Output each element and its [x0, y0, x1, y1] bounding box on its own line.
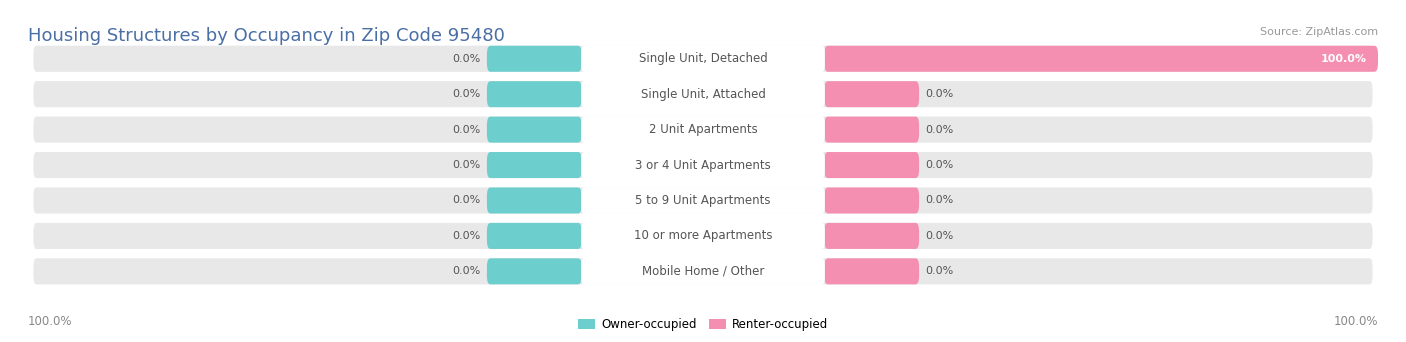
Text: 0.0%: 0.0% [925, 124, 953, 135]
Text: 0.0%: 0.0% [453, 196, 481, 206]
FancyBboxPatch shape [486, 258, 582, 284]
Text: 5 to 9 Unit Apartments: 5 to 9 Unit Apartments [636, 194, 770, 207]
Text: 2 Unit Apartments: 2 Unit Apartments [648, 123, 758, 136]
Text: 0.0%: 0.0% [453, 54, 481, 64]
Text: Mobile Home / Other: Mobile Home / Other [641, 265, 765, 278]
Text: 0.0%: 0.0% [925, 231, 953, 241]
FancyBboxPatch shape [582, 258, 824, 285]
FancyBboxPatch shape [32, 222, 1374, 250]
Text: 10 or more Apartments: 10 or more Apartments [634, 229, 772, 242]
Text: Source: ZipAtlas.com: Source: ZipAtlas.com [1260, 27, 1378, 37]
Text: 0.0%: 0.0% [925, 196, 953, 206]
FancyBboxPatch shape [582, 223, 824, 249]
Text: Single Unit, Detached: Single Unit, Detached [638, 52, 768, 65]
Text: Single Unit, Attached: Single Unit, Attached [641, 88, 765, 101]
FancyBboxPatch shape [32, 80, 1374, 109]
Legend: Owner-occupied, Renter-occupied: Owner-occupied, Renter-occupied [572, 314, 834, 336]
FancyBboxPatch shape [582, 152, 824, 179]
Text: 100.0%: 100.0% [28, 315, 73, 328]
Text: 100.0%: 100.0% [1333, 315, 1378, 328]
FancyBboxPatch shape [824, 187, 920, 213]
Text: 0.0%: 0.0% [925, 160, 953, 170]
FancyBboxPatch shape [582, 116, 824, 143]
Text: 0.0%: 0.0% [453, 124, 481, 135]
Text: 0.0%: 0.0% [925, 89, 953, 99]
FancyBboxPatch shape [582, 45, 824, 72]
FancyBboxPatch shape [824, 81, 920, 107]
Text: Housing Structures by Occupancy in Zip Code 95480: Housing Structures by Occupancy in Zip C… [28, 27, 505, 45]
FancyBboxPatch shape [582, 187, 824, 214]
FancyBboxPatch shape [32, 44, 1374, 73]
Text: 3 or 4 Unit Apartments: 3 or 4 Unit Apartments [636, 159, 770, 172]
Text: 0.0%: 0.0% [453, 160, 481, 170]
FancyBboxPatch shape [486, 46, 582, 72]
FancyBboxPatch shape [486, 152, 582, 178]
FancyBboxPatch shape [486, 223, 582, 249]
FancyBboxPatch shape [824, 152, 920, 178]
FancyBboxPatch shape [32, 257, 1374, 286]
Text: 0.0%: 0.0% [925, 266, 953, 276]
Text: 0.0%: 0.0% [453, 89, 481, 99]
FancyBboxPatch shape [582, 81, 824, 108]
Text: 0.0%: 0.0% [453, 266, 481, 276]
Text: 100.0%: 100.0% [1322, 54, 1367, 64]
Text: 0.0%: 0.0% [453, 231, 481, 241]
FancyBboxPatch shape [486, 81, 582, 107]
FancyBboxPatch shape [486, 117, 582, 143]
FancyBboxPatch shape [32, 186, 1374, 215]
FancyBboxPatch shape [486, 187, 582, 213]
FancyBboxPatch shape [824, 117, 920, 143]
FancyBboxPatch shape [824, 223, 920, 249]
FancyBboxPatch shape [824, 258, 920, 284]
FancyBboxPatch shape [32, 150, 1374, 180]
FancyBboxPatch shape [824, 46, 1378, 72]
FancyBboxPatch shape [32, 115, 1374, 144]
